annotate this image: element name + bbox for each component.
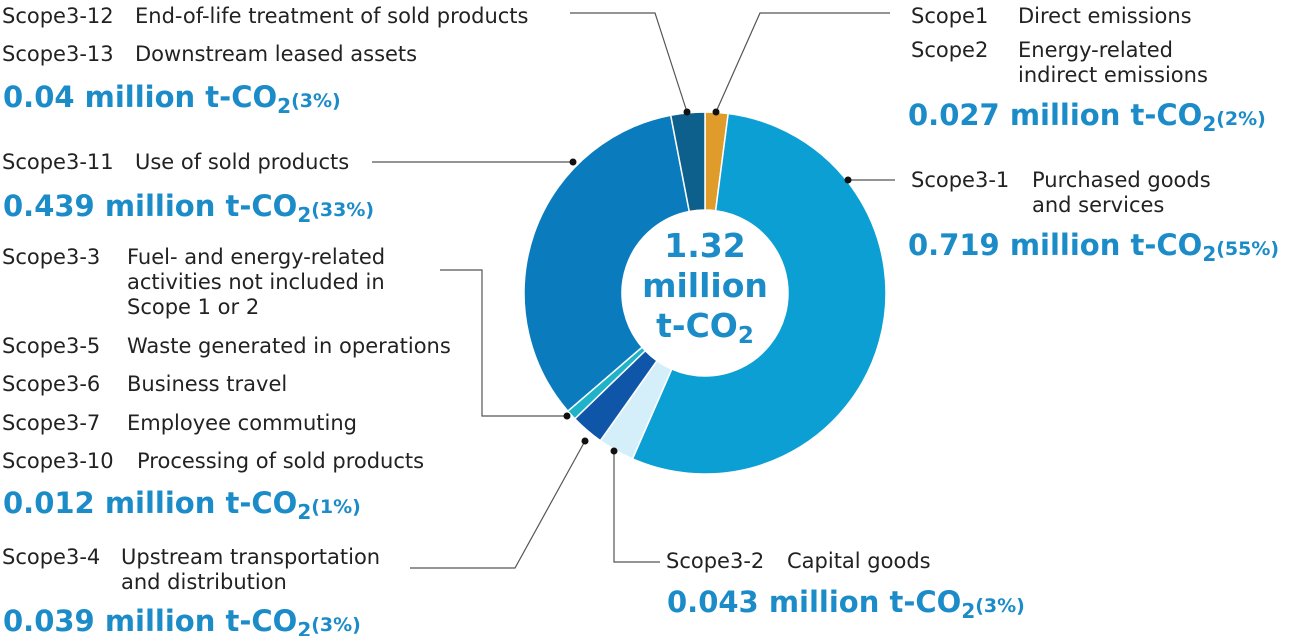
marker-dot: [569, 158, 577, 166]
scope3-1-desc: Purchased goods and services: [1032, 168, 1211, 217]
scope3-11-code: Scope3-11: [2, 150, 114, 174]
donut-slice-1: [631, 112, 887, 475]
donut-slice-5: [523, 114, 691, 413]
scope3-3-desc: Fuel- and energy-related activities not …: [127, 245, 386, 319]
total-unit2: t-CO2: [656, 306, 754, 349]
marker-dot: [683, 108, 691, 116]
scope3-1-value: 0.719 million t-CO2(55%): [908, 228, 1280, 266]
leader-scope3-4: [410, 440, 586, 569]
marker-dot: [563, 412, 571, 420]
scope3-4-value: 0.039 million t-CO2(3%): [3, 604, 361, 636]
marker-dot: [581, 437, 589, 445]
marker-dot: [712, 108, 720, 116]
scope3-misc-value: 0.012 million t-CO2(1%): [3, 486, 361, 524]
total-value: 1.32: [664, 226, 746, 265]
scope3-6-desc: Business travel: [127, 372, 288, 396]
scope3-5-code: Scope3-5: [2, 334, 101, 358]
marker-dot: [844, 176, 852, 184]
scope3-1-code: Scope3-1: [911, 168, 1010, 192]
scope3-11-value: 0.439 million t-CO2(33%): [3, 189, 375, 227]
scope3-7-code: Scope3-7: [2, 411, 101, 435]
scope3-7-desc: Employee commuting: [127, 411, 358, 435]
scope3-13-desc: Downstream leased assets: [135, 42, 418, 66]
scope3-10-code: Scope3-10: [2, 449, 114, 473]
scope1-desc: Direct emissions: [1018, 4, 1192, 28]
scope3-12-desc: End-of-life treatment of sold products: [135, 4, 529, 28]
total-unit: million: [642, 266, 768, 305]
leader-scope3-12-13: [570, 12, 688, 113]
leader-scope3-2: [613, 451, 660, 563]
scope3-3-code: Scope3-3: [2, 245, 101, 269]
scope3-13-code: Scope3-13: [2, 42, 114, 66]
scope3-12-13-value: 0.04 million t-CO2(3%): [3, 80, 341, 118]
scope3-10-desc: Processing of sold products: [137, 449, 425, 473]
scope3-11-desc: Use of sold products: [135, 150, 350, 174]
scope3-12-code: Scope3-12: [2, 4, 114, 28]
scope1-code: Scope1: [911, 4, 989, 28]
scope3-4-desc: Upstream transportation and distribution: [121, 545, 381, 594]
leader-scope3-misc: [440, 269, 567, 417]
scope3-4-code: Scope3-4: [2, 545, 101, 569]
scope2-code: Scope2: [911, 38, 989, 62]
scope3-5-desc: Waste generated in operations: [127, 334, 451, 358]
marker-dot: [610, 447, 618, 455]
scope3-2-desc: Capital goods: [787, 549, 931, 573]
leader-scope1-2: [715, 12, 890, 113]
scope3-2-code: Scope3-2: [666, 549, 765, 573]
scope1-2-value: 0.027 million t-CO2(2%): [908, 98, 1266, 136]
scope3-6-code: Scope3-6: [2, 372, 101, 396]
donut-slice-6: [669, 111, 706, 213]
scope2-desc: Energy-related indirect emissions: [1018, 38, 1208, 87]
donut-center-total: 1.32 million t-CO2: [623, 226, 787, 350]
scope3-2-value: 0.043 million t-CO2(3%): [667, 585, 1025, 623]
